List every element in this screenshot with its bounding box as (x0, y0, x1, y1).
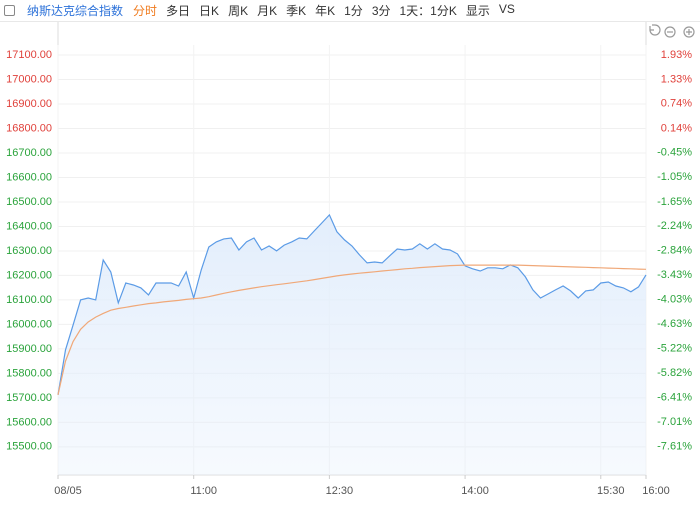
tab[interactable]: 1分 (344, 4, 363, 18)
reset-icon[interactable] (649, 24, 661, 36)
panel-icon[interactable] (4, 5, 15, 16)
y2-tick-label: -5.82% (657, 367, 692, 379)
y-tick-label: 15900.00 (6, 343, 52, 355)
tab[interactable]: 周K (228, 4, 249, 18)
tab[interactable]: 日K (199, 4, 220, 18)
y2-tick-label: -6.41% (657, 391, 692, 403)
top-right-icons (649, 24, 695, 38)
y2-tick-label: -3.43% (657, 269, 692, 281)
y-tick-label: 16300.00 (6, 245, 52, 257)
y2-tick-label: -2.84% (657, 245, 692, 257)
y-tick-label: 16700.00 (6, 147, 52, 159)
tab[interactable]: 显示 (465, 4, 490, 18)
toolbar: 纳斯达克综合指数 分时 多日 日K 周K 月K 季K 年K 1分 3分 1天：1分K 显示 VS (0, 0, 700, 22)
price-line (57, 213, 647, 395)
area (58, 214, 646, 475)
tab[interactable]: 3分 (371, 4, 391, 18)
y-tick-label: 16900.00 (6, 98, 52, 110)
y2-tick-label: -1.05% (657, 171, 692, 183)
y-tick-label: 15800.00 (6, 367, 52, 379)
y2-tick-label: -4.03% (657, 294, 692, 306)
tab[interactable]: 月K (257, 4, 278, 18)
tab[interactable]: 多日 (166, 4, 191, 18)
y-tick-label: 16800.00 (6, 122, 52, 134)
zoom-out-icon[interactable] (664, 26, 676, 38)
y2-tick-label: 1.93% (661, 49, 692, 61)
y-tick-label: 16200.00 (6, 269, 52, 281)
x-tick-label: 08/05 (54, 485, 82, 497)
tab[interactable]: VS (498, 2, 515, 16)
y-tick-label: 16600.00 (6, 171, 52, 183)
y-tick-label: 17100.00 (6, 49, 52, 61)
y2-tick-label: -7.61% (657, 441, 692, 453)
y-tick-label: 15600.00 (6, 416, 52, 428)
y-tick-label: 16000.00 (6, 318, 52, 330)
y2-tick-label: 0.14% (661, 122, 692, 134)
y2-tick-label: -7.01% (657, 416, 692, 428)
tab[interactable]: 分时 (133, 4, 158, 18)
index-title[interactable]: 纳斯达克综合指数 (27, 4, 124, 18)
x-tick-label: 12:30 (326, 485, 354, 497)
x-tick-label: 11:00 (190, 485, 217, 497)
tabs: 分时 多日 日K 周K 月K 季K 年K 1分 3分 1天：1分K 显示 VS (133, 2, 524, 19)
y-tick-label: 16500.00 (6, 196, 52, 208)
y2-tick-label: -2.24% (657, 220, 692, 232)
y2-tick-label: 1.33% (661, 73, 692, 85)
average-line (57, 264, 647, 396)
y2-tick-label: -5.22% (657, 342, 692, 354)
x-tick-label: 15:30 (597, 485, 625, 497)
y2-tick-label: -4.63% (657, 318, 692, 330)
zoom-in-icon[interactable] (683, 26, 695, 38)
tab[interactable]: 年K (315, 4, 336, 18)
y2-tick-label: -1.65% (657, 196, 692, 208)
y-tick-label: 16400.00 (6, 220, 52, 232)
tab[interactable]: 1天：1分K (399, 4, 457, 18)
x-tick-label: 16:00 (642, 485, 670, 497)
y-tick-label: 16100.00 (6, 294, 52, 306)
x-tick-label: 14:00 (461, 485, 489, 497)
y2-tick-label: 0.74% (661, 98, 692, 110)
y-tick-label: 15500.00 (6, 441, 52, 453)
y-tick-label: 17000.00 (6, 73, 52, 85)
y2-tick-label: -0.45% (657, 147, 692, 159)
y-tick-label: 15700.00 (6, 392, 52, 404)
tab[interactable]: 季K (286, 4, 307, 18)
